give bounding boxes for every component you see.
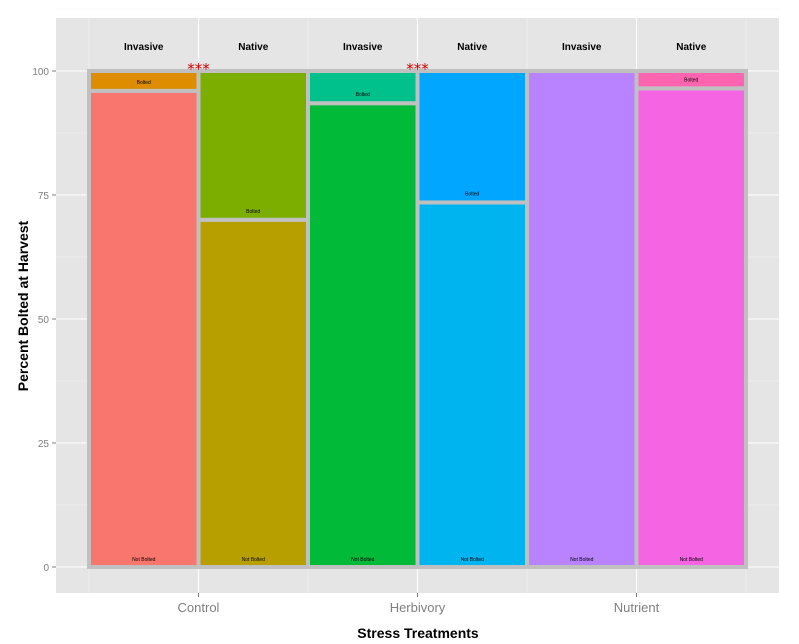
group-label: Invasive: [343, 42, 383, 53]
bolted-label: Bolted: [465, 191, 479, 197]
significance-marks: *** ***: [187, 60, 429, 78]
bar-not-bolted: [525, 69, 639, 569]
bar-bolted: [415, 69, 529, 205]
not-bolted-label: Not Bolted: [132, 557, 156, 563]
bolted-label: Bolted: [137, 80, 151, 86]
group-label: Native: [676, 42, 706, 53]
y-axis-title: Percent Bolted at Harvest: [15, 220, 31, 391]
bar-not-bolted: [306, 101, 420, 570]
x-tick-label: Nutrient: [614, 600, 660, 615]
group-labels: Invasive Native Invasive Native Invasive Nati…: [124, 42, 707, 53]
x-axis-title: Stress Treatments: [357, 625, 479, 641]
y-tick-label: 25: [38, 439, 50, 450]
bar-bolted: [196, 69, 310, 222]
group-label: Invasive: [124, 42, 164, 53]
bar-not-bolted: [415, 200, 529, 569]
not-bolted-label: Not Bolted: [570, 557, 594, 563]
significance-stars: ***: [406, 60, 429, 78]
not-bolted-label: Not Bolted: [242, 557, 266, 563]
bar-not-bolted: [87, 88, 201, 569]
bar-bolted: [306, 69, 420, 106]
y-tick-label: 0: [43, 563, 49, 574]
bolted-label: Bolted: [246, 209, 260, 215]
bolted-label: Bolted: [684, 77, 698, 83]
y-tick-label: 75: [38, 191, 50, 202]
significance-stars: ***: [187, 60, 210, 78]
group-label: Native: [238, 42, 268, 53]
not-bolted-label: Not Bolted: [351, 557, 375, 563]
x-tick-label: Herbivory: [390, 600, 446, 615]
group-label: Native: [457, 42, 487, 53]
y-tick-label: 50: [38, 315, 50, 326]
bar-bolted: [634, 69, 748, 91]
bar-not-bolted: [634, 86, 748, 570]
x-axis: Control Herbivory Nutrient: [178, 593, 660, 615]
bolted-label: Bolted: [356, 92, 370, 98]
segment-labels: Bolted Not Bolted Bolted Not Bolted Bolted No…: [132, 77, 703, 563]
bar-not-bolted: [196, 217, 310, 570]
not-bolted-label: Not Bolted: [461, 557, 485, 563]
y-axis: 0 25 50 75 100: [32, 67, 56, 574]
y-tick-label: 100: [32, 67, 49, 78]
not-bolted-label: Not Bolted: [680, 557, 704, 563]
x-tick-label: Control: [178, 600, 220, 615]
bars: [87, 69, 748, 570]
group-label: Invasive: [562, 42, 602, 53]
